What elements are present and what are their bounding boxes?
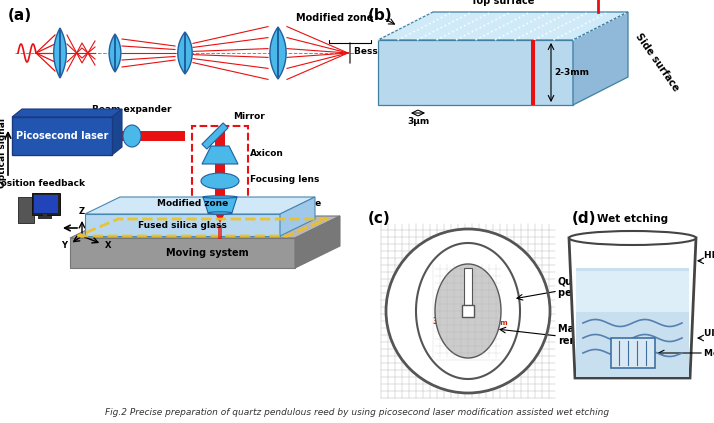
Polygon shape: [202, 146, 238, 164]
Polygon shape: [85, 197, 315, 214]
Ellipse shape: [569, 231, 696, 245]
Ellipse shape: [203, 196, 237, 198]
Bar: [464, 268, 472, 305]
Text: Axicon: Axicon: [250, 148, 284, 157]
Text: (b): (b): [368, 8, 393, 23]
Polygon shape: [202, 123, 228, 149]
Polygon shape: [378, 12, 628, 40]
Bar: [576, 271, 689, 313]
Text: 3mm: 3mm: [433, 316, 454, 326]
Bar: [43, 214, 47, 217]
Circle shape: [385, 228, 551, 394]
Bar: [218, 225, 222, 239]
Text: Modified zone: Modified zone: [704, 349, 714, 357]
Polygon shape: [416, 243, 520, 379]
Bar: [38, 216, 52, 219]
Ellipse shape: [123, 125, 141, 147]
Polygon shape: [435, 264, 501, 358]
Text: Ultrasonic vibration: Ultrasonic vibration: [704, 329, 714, 338]
Polygon shape: [569, 238, 696, 378]
Polygon shape: [378, 40, 573, 105]
Polygon shape: [295, 216, 340, 268]
Text: Material to be: Material to be: [558, 324, 635, 334]
Polygon shape: [270, 27, 286, 79]
Bar: [18, 197, 34, 223]
Text: Modified zone: Modified zone: [157, 199, 228, 208]
Text: (d): (d): [572, 211, 596, 226]
Text: Z: Z: [79, 207, 85, 216]
Text: 3μm: 3μm: [407, 116, 429, 126]
Polygon shape: [112, 109, 122, 155]
Text: 2-3mm: 2-3mm: [554, 68, 589, 77]
Text: 1mm: 1mm: [488, 320, 508, 326]
Bar: [215, 131, 225, 223]
Text: 2mm: 2mm: [458, 280, 478, 289]
Text: Moving system: Moving system: [166, 248, 248, 258]
Ellipse shape: [208, 212, 232, 214]
Text: Fig.2 Precise preparation of quartz pendulous reed by using picosecond laser mod: Fig.2 Precise preparation of quartz pend…: [105, 408, 609, 417]
Text: Y: Y: [61, 241, 67, 250]
Text: pendulous reed: pendulous reed: [558, 288, 644, 298]
Bar: [610, 338, 655, 368]
Text: Focusing lens: Focusing lens: [250, 175, 319, 184]
Text: Quartz: Quartz: [558, 276, 595, 286]
Polygon shape: [573, 12, 628, 105]
Bar: [576, 268, 689, 377]
Text: HF solution: HF solution: [704, 251, 714, 260]
Text: removed: removed: [558, 336, 606, 346]
Polygon shape: [215, 213, 225, 223]
Ellipse shape: [201, 173, 239, 189]
Text: Beam expander: Beam expander: [92, 105, 172, 114]
Text: Optical signal: Optical signal: [0, 118, 8, 188]
Text: Position feedback: Position feedback: [0, 179, 84, 188]
Text: Fused silica glass: Fused silica glass: [138, 220, 227, 230]
Bar: [192, 126, 248, 228]
Polygon shape: [280, 197, 315, 236]
Text: Side surface: Side surface: [633, 31, 680, 93]
Bar: [531, 40, 535, 105]
Bar: [12, 117, 112, 155]
Text: Bessel beam: Bessel beam: [354, 47, 418, 55]
Bar: [120, 131, 185, 141]
Text: Picosecond laser: Picosecond laser: [16, 131, 109, 141]
Bar: [34, 195, 58, 213]
Polygon shape: [12, 109, 122, 117]
Bar: [32, 193, 60, 215]
Text: Mirror: Mirror: [233, 112, 265, 121]
Text: Modified zone: Modified zone: [296, 13, 373, 23]
Text: Top surface: Top surface: [471, 0, 535, 6]
Polygon shape: [70, 216, 340, 238]
Text: X: X: [105, 241, 111, 250]
Text: (c): (c): [368, 211, 391, 226]
Polygon shape: [203, 197, 237, 213]
Polygon shape: [109, 34, 121, 72]
Polygon shape: [54, 28, 66, 78]
Text: Wet etching: Wet etching: [597, 214, 668, 224]
Polygon shape: [70, 238, 295, 268]
Text: (a): (a): [8, 8, 32, 23]
Bar: [462, 305, 474, 317]
Polygon shape: [178, 32, 192, 74]
Polygon shape: [85, 214, 280, 236]
Text: 10× Objective: 10× Objective: [250, 198, 321, 208]
Text: 1mm: 1mm: [463, 329, 483, 335]
